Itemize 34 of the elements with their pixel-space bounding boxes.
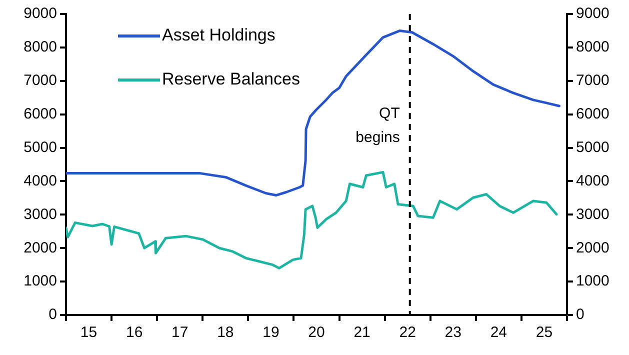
y-tick-label: 1000 [24,272,57,290]
x-tick-label: 15 [80,324,98,342]
legend-label: Asset Holdings [162,26,276,45]
x-tick-label: 24 [490,324,508,342]
y2-tick-label: 4000 [576,172,610,190]
x-tick-label: 21 [354,324,370,342]
legend-label: Reserve Balances [162,70,300,89]
y2-tick-label: 2000 [576,239,610,256]
y-tick-label: 5000 [24,138,57,156]
y-tick-label: 9000 [24,5,57,22]
y-tick-label: 8000 [24,38,57,56]
y-tick-label: 3000 [24,206,57,223]
x-tick-label: 16 [126,324,143,342]
y2-tick-label: 6000 [576,105,610,122]
y2-tick-label: 0 [576,306,584,324]
y-tick-label: 6000 [24,105,57,122]
y2-tick-label: 9000 [576,5,610,22]
x-tick-label: 19 [262,324,280,342]
x-tick-label: 18 [217,324,234,342]
y-tick-label: 0 [48,306,57,324]
ref-line-label: QT begins [356,105,400,146]
y-tick-label: 2000 [24,239,57,256]
x-tick-label: 17 [172,324,188,342]
y2-tick-label: 8000 [576,38,610,56]
y2-tick-label: 7000 [576,72,610,90]
x-tick-label: 25 [536,324,553,342]
x-tick-label: 20 [308,324,325,342]
y2-tick-label: 1000 [576,272,610,290]
x-tick-label: 23 [444,324,462,342]
y2-tick-label: 5000 [576,138,610,156]
y-tick-label: 4000 [24,172,57,190]
y2-tick-label: 3000 [576,206,610,223]
x-tick-label: 22 [399,324,416,342]
y-tick-label: 7000 [24,72,57,90]
